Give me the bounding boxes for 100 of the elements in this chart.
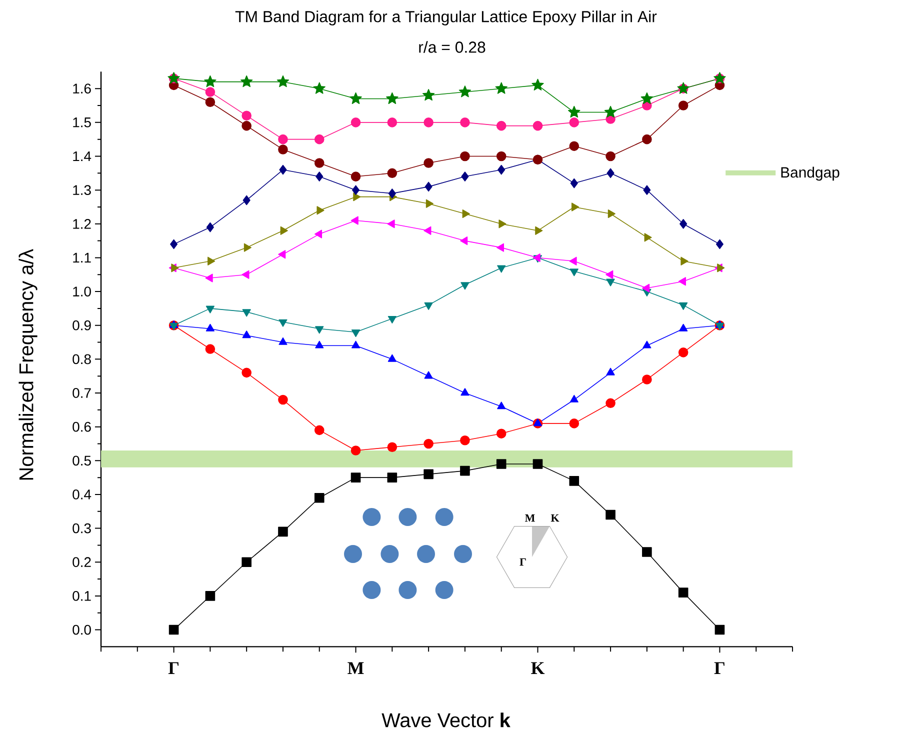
- point: [496, 120, 506, 131]
- point: [350, 446, 361, 456]
- point: [424, 438, 434, 449]
- point: [388, 188, 396, 198]
- point: [170, 239, 178, 250]
- point: [569, 476, 580, 486]
- y-tick-label: 0.7: [72, 388, 91, 398]
- point: [242, 309, 251, 317]
- point: [204, 75, 216, 88]
- point: [460, 236, 468, 246]
- point: [424, 469, 434, 480]
- y-tick-label: 1.6: [73, 84, 91, 94]
- point: [350, 172, 361, 182]
- y-tick-label: 1.5: [73, 118, 91, 128]
- point: [496, 428, 506, 438]
- point: [279, 164, 287, 175]
- point: [278, 250, 286, 259]
- point: [278, 394, 288, 405]
- point: [424, 302, 433, 310]
- point: [205, 97, 216, 108]
- x-tick-label: Γ: [168, 662, 179, 674]
- point: [388, 316, 396, 324]
- point: [570, 178, 578, 188]
- point: [170, 322, 178, 330]
- point: [606, 151, 616, 162]
- point: [532, 120, 543, 131]
- point: [569, 256, 577, 266]
- x-tick-label: K: [531, 662, 545, 674]
- y-tick-label: 0.1: [72, 591, 91, 601]
- point: [606, 168, 614, 178]
- point: [242, 557, 252, 568]
- point: [458, 86, 472, 98]
- point: [498, 220, 506, 228]
- point: [244, 243, 252, 252]
- point: [424, 158, 434, 168]
- point: [461, 172, 469, 182]
- point: [387, 168, 398, 178]
- point: [496, 459, 506, 469]
- point: [460, 118, 470, 128]
- point: [313, 82, 326, 94]
- point: [497, 402, 506, 410]
- y-tick-label: 0.4: [72, 490, 92, 500]
- point: [678, 277, 686, 286]
- point: [276, 75, 290, 88]
- point: [387, 442, 398, 452]
- point: [350, 118, 361, 128]
- point: [278, 337, 288, 345]
- point: [242, 368, 252, 378]
- point: [462, 209, 470, 218]
- point: [606, 368, 615, 376]
- legend-label: Bandgap: [781, 166, 840, 181]
- point: [242, 120, 252, 131]
- point: [606, 510, 616, 520]
- point: [278, 134, 288, 144]
- point: [242, 195, 250, 206]
- chart-subtitle: r/a = 0.28: [419, 41, 486, 53]
- point: [350, 472, 361, 482]
- point: [460, 435, 470, 446]
- point: [278, 319, 288, 327]
- point: [569, 418, 580, 428]
- point: [278, 144, 288, 154]
- point: [386, 92, 398, 104]
- point: [206, 324, 214, 332]
- point: [314, 158, 324, 168]
- point: [568, 106, 580, 118]
- point: [608, 209, 616, 218]
- point: [570, 394, 578, 402]
- point: [316, 172, 324, 182]
- point: [242, 110, 252, 121]
- point: [424, 371, 433, 379]
- point: [532, 78, 544, 90]
- point: [242, 270, 250, 279]
- point: [496, 151, 506, 162]
- point: [606, 278, 615, 286]
- y-tick-label: 1.1: [73, 252, 91, 263]
- point: [680, 218, 688, 229]
- point: [280, 226, 288, 235]
- point: [387, 118, 398, 128]
- point: [640, 92, 654, 104]
- x-tick-label: Γ: [714, 662, 724, 674]
- point: [278, 526, 288, 537]
- point: [642, 284, 650, 292]
- point: [171, 264, 179, 272]
- point: [679, 302, 688, 310]
- point: [353, 192, 361, 202]
- point: [205, 87, 216, 97]
- y-tick-label: 0.3: [72, 523, 91, 534]
- point: [678, 348, 688, 358]
- point: [315, 340, 324, 348]
- point: [351, 340, 360, 348]
- point: [717, 264, 725, 272]
- point: [351, 329, 360, 338]
- point: [206, 222, 214, 232]
- point: [426, 199, 434, 208]
- point: [424, 182, 432, 192]
- point: [644, 233, 652, 242]
- point: [460, 282, 470, 290]
- point: [350, 92, 362, 104]
- point: [316, 206, 324, 215]
- point: [679, 324, 688, 332]
